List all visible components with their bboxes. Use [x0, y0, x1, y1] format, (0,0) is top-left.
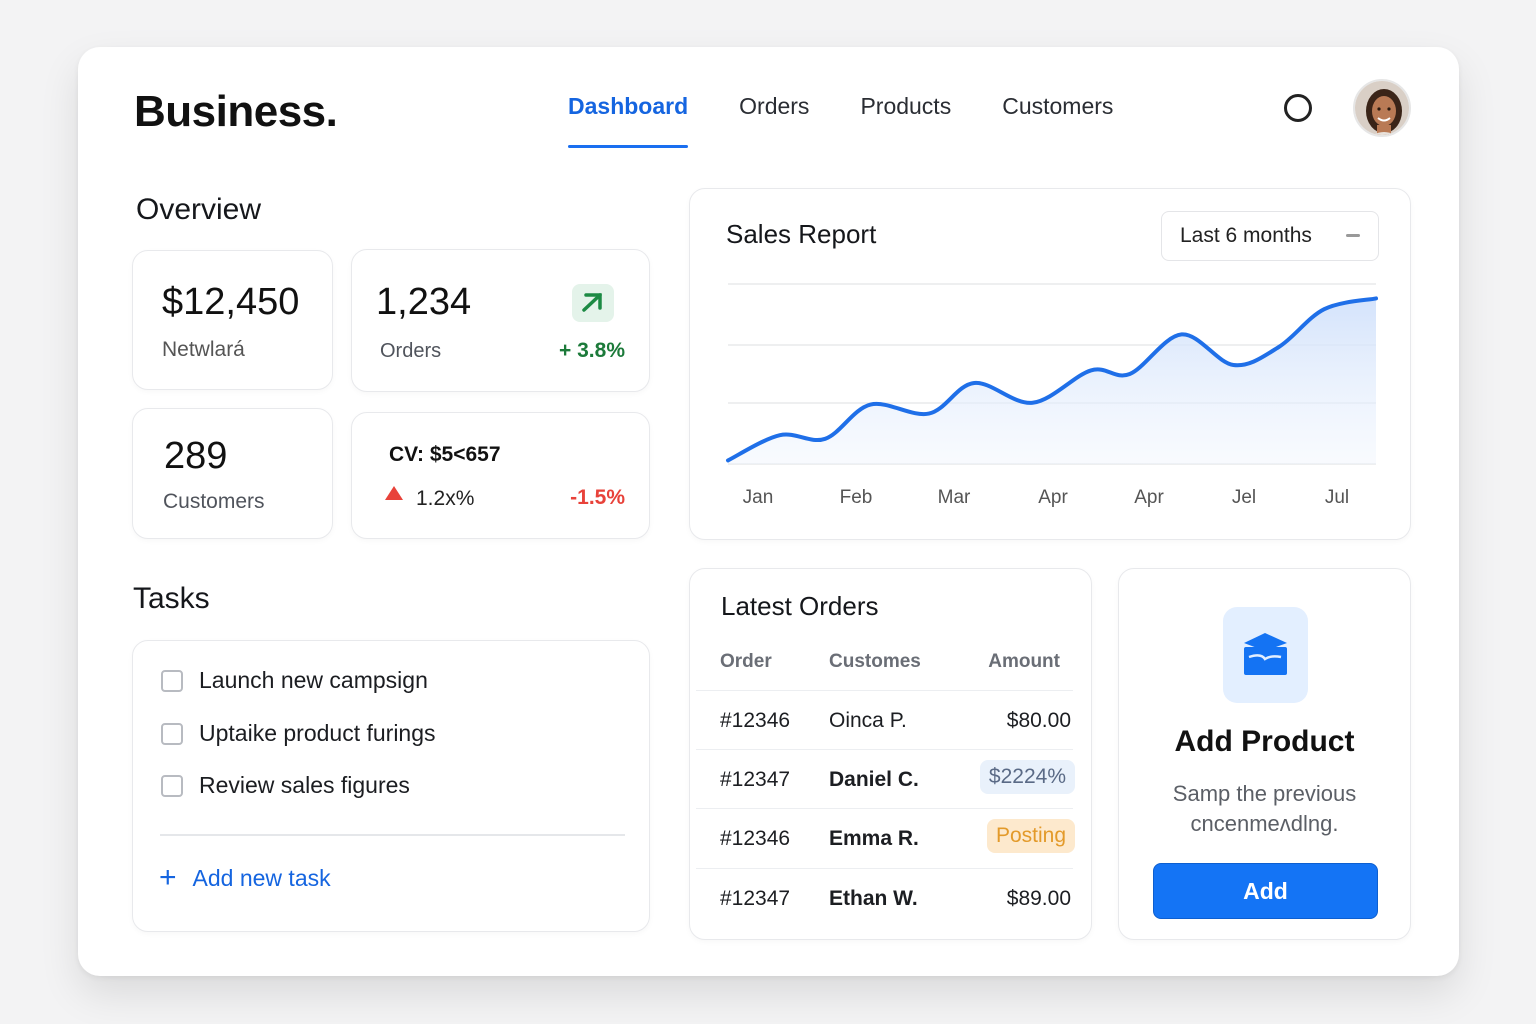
order-customer: Emma R.	[829, 827, 919, 850]
search-icon[interactable]	[1284, 94, 1312, 122]
x-axis-tick-label: Jel	[1231, 487, 1257, 508]
table-row[interactable]: #12347 Ethan W. $89.00	[696, 868, 1073, 927]
add-task-button[interactable]: + Add new task	[159, 863, 331, 893]
tasks-title: Tasks	[133, 582, 210, 615]
order-amount: $80.00	[1006, 709, 1071, 732]
orders-label: Orders	[380, 340, 442, 362]
x-axis-tick-label: Apr	[1134, 487, 1164, 508]
add-product-title: Add Product	[1174, 725, 1355, 758]
task-label: Launch new campsign	[199, 667, 428, 693]
table-row[interactable]: #12346 Oinca P. $80.00	[696, 690, 1073, 749]
sales-area	[728, 298, 1376, 464]
task-item[interactable]: Review sales figures	[161, 772, 410, 799]
customers-value: 289	[164, 435, 228, 477]
order-customer: Ethan W.	[829, 887, 918, 910]
task-checkbox[interactable]	[161, 669, 183, 692]
column-header-amount[interactable]: Amount	[988, 651, 1060, 672]
plus-icon: +	[159, 861, 177, 894]
task-item[interactable]: Launch new campsign	[161, 667, 428, 694]
revenue-card: $12,450 Netwlará	[132, 250, 333, 390]
brand-logo: Business.	[134, 87, 338, 136]
order-id: #12347	[720, 887, 791, 910]
order-amount: $89.00	[1006, 887, 1071, 910]
cv-label: CV: $5<657	[389, 443, 501, 466]
overview-title: Overview	[136, 193, 262, 226]
cv-card: CV: $5<657 1.2x% -1.5%	[351, 412, 650, 539]
tasks-card: Launch new campsign Uptaike product furi…	[132, 640, 650, 932]
cv-change: -1.5%	[570, 486, 625, 509]
sales-line	[726, 296, 1378, 463]
latest-orders-title: Latest Orders	[721, 591, 879, 621]
tab-dashboard[interactable]: Dashboard	[568, 93, 689, 148]
table-row[interactable]: #12347 Daniel C. $2224%	[696, 749, 1075, 808]
user-avatar-icon	[1355, 81, 1409, 135]
column-header-order[interactable]: Order	[720, 651, 772, 672]
top-nav: Dashboard Orders Products Customers	[568, 93, 1164, 148]
order-amount-badge: $2224%	[979, 760, 1075, 794]
range-dropdown-value: Last 6 months	[1180, 224, 1312, 247]
trend-up-icon	[572, 284, 614, 322]
order-id: #12347	[720, 768, 791, 791]
customers-card: 289 Customers	[132, 408, 333, 539]
sales-report-title: Sales Report	[726, 219, 877, 249]
range-dropdown[interactable]: Last 6 months	[1161, 211, 1379, 261]
column-header-customer[interactable]: Customes	[829, 651, 921, 672]
add-product-card: Add Product Samp the previous cncenmeʌdl…	[1118, 568, 1411, 940]
tasks-divider	[160, 834, 625, 836]
customers-label: Customers	[163, 490, 265, 513]
table-row[interactable]: #12346 Emma R. Posting	[696, 808, 1075, 867]
orders-card: 1,234 Orders + 3.8%	[351, 249, 650, 392]
x-axis-tick-label: Jan	[742, 487, 774, 508]
app-window: Business. Dashboard Orders Products Cust…	[78, 47, 1459, 976]
avatar[interactable]	[1353, 79, 1411, 137]
sales-report-card: Sales Report Last 6 months Jan Feb Mar Apr A…	[689, 188, 1411, 540]
order-id: #12346	[720, 709, 791, 732]
add-task-label: Add new task	[192, 864, 331, 891]
add-product-desc-line1: Samp the previous	[1172, 781, 1357, 806]
x-axis-tick-label: Feb	[839, 487, 873, 508]
orders-change: + 3.8%	[559, 339, 625, 362]
x-axis-tick-label: Mar	[937, 487, 971, 508]
add-product-button[interactable]: Add	[1153, 863, 1378, 919]
tab-customers[interactable]: Customers	[1002, 93, 1114, 119]
task-checkbox[interactable]	[161, 722, 183, 745]
task-item[interactable]: Uptaike product furings	[161, 720, 436, 747]
add-product-desc-line2: cncenmeʌdlng.	[1190, 811, 1339, 836]
task-label: Review sales figures	[199, 772, 410, 798]
box-icon	[1223, 607, 1308, 703]
latest-orders-card: Latest Orders Order Customes Amount #123…	[689, 568, 1092, 940]
sales-chart	[726, 283, 1378, 465]
order-status-badge: Posting	[986, 819, 1075, 853]
order-id: #12346	[720, 827, 791, 850]
x-axis-tick-label: Jul	[1324, 487, 1350, 508]
chevron-down-icon	[1346, 234, 1360, 237]
order-customer: Oinca P.	[829, 709, 907, 732]
triangle-up-icon	[385, 486, 403, 500]
task-label: Uptaike product furings	[199, 720, 436, 746]
order-customer: Daniel C.	[829, 768, 919, 791]
tab-products[interactable]: Products	[860, 93, 952, 119]
revenue-value: $12,450	[162, 281, 300, 323]
tab-orders[interactable]: Orders	[739, 93, 810, 119]
orders-value: 1,234	[376, 281, 472, 323]
revenue-label: Netwlará	[162, 338, 245, 361]
x-axis-tick-label: Apr	[1038, 487, 1068, 508]
cv-sub: 1.2x%	[416, 487, 475, 510]
task-checkbox[interactable]	[161, 774, 183, 797]
